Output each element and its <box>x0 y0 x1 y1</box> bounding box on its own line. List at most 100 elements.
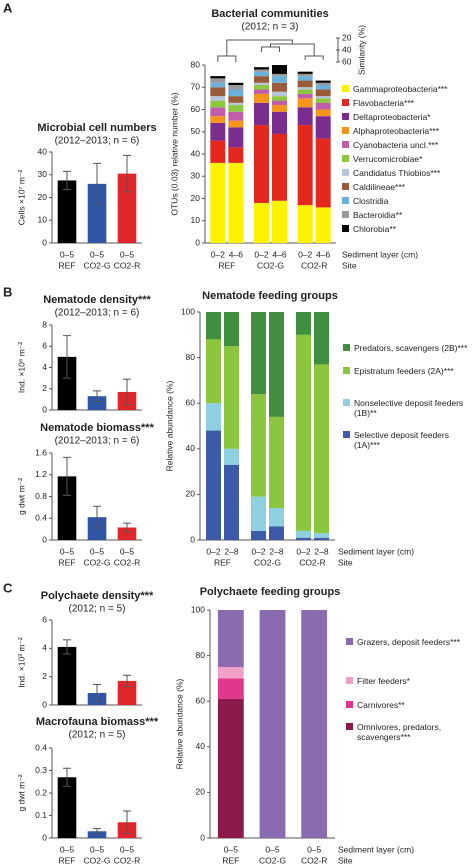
error-bar <box>123 674 131 688</box>
legend-swatch <box>342 155 349 162</box>
bar-segment <box>297 73 313 77</box>
y-tick-label: 0 <box>42 237 47 247</box>
y-tick-label: 0 <box>42 534 47 544</box>
bar-segment <box>272 73 287 77</box>
x-tick-label: 0–5 <box>224 844 238 854</box>
x-tick-label: 0–5 <box>307 844 321 854</box>
chart-title: Nematode feeding groups <box>202 290 338 302</box>
x-axis-label: Sediment layer (cm) <box>338 546 414 556</box>
x-tick-label: 0–5 <box>265 844 279 854</box>
group-label: CO2-R <box>114 557 140 567</box>
legend-label: Flavobacteria*** <box>353 98 414 108</box>
chart-subtitle: (2012; n = 5) <box>69 604 126 615</box>
y-tick-label: 2 <box>42 671 47 681</box>
bar-segment <box>297 89 313 94</box>
legend-label: Grazers, deposit feeders*** <box>357 637 460 647</box>
y-tick-label: 4 <box>42 362 47 372</box>
bar-segment <box>272 65 287 74</box>
x-tick-label: 0–5 <box>90 546 104 556</box>
x-tick-label: 0–2 <box>211 249 225 259</box>
legend-swatch <box>342 85 349 92</box>
bar-segment <box>228 105 244 112</box>
bar-segment <box>315 116 331 139</box>
chart-title: Polychaete feeding groups <box>200 586 341 598</box>
bar-segment <box>272 111 287 134</box>
y-axis-label: OTUs (0.03) relative number (%) <box>169 92 179 215</box>
bar-segment <box>272 100 287 106</box>
error-bar <box>123 810 131 834</box>
error-bar <box>93 683 101 702</box>
legend-swatch <box>342 99 349 106</box>
error-bar <box>63 335 71 379</box>
chart-subtitle: (2012–2013; n = 6) <box>55 308 140 319</box>
error-bar <box>123 154 131 193</box>
bar <box>117 527 137 540</box>
y-tick-label: 40 <box>196 741 206 751</box>
chart-title: Nematode biomass*** <box>40 422 154 434</box>
y-tick-label: 80 <box>186 352 196 362</box>
y-tick-label: 100 <box>191 604 205 614</box>
bar-segment <box>228 89 244 97</box>
x-tick-label: 0–2 <box>254 249 268 259</box>
error-bar <box>93 505 101 529</box>
legend-label-box: Caldilineae*** <box>353 182 405 192</box>
x-tick-label: 0–5 <box>90 844 104 854</box>
bar-segment <box>254 67 269 70</box>
bar-segment <box>297 125 313 206</box>
bar-segment <box>224 312 239 347</box>
bar-segment <box>314 364 329 534</box>
legend-label: Nonselective deposit feeders (1B)** <box>354 398 464 418</box>
legend-label-box: Carnivores** <box>357 700 405 710</box>
bar <box>87 831 107 838</box>
x-axis-label: Site <box>338 855 353 865</box>
bar-segment <box>301 610 328 838</box>
bar-segment <box>272 91 287 97</box>
x-tick-label: 2–8 <box>314 546 328 556</box>
bar-segment <box>254 93 269 103</box>
legend-swatch <box>342 141 349 148</box>
x-axis-label: Sediment layer (cm) <box>342 249 418 259</box>
bar-segment <box>210 116 226 123</box>
bar-segment <box>228 85 244 90</box>
dendrogram <box>217 39 324 62</box>
bar-segment <box>224 448 239 465</box>
y-axis-label: Ind. ×10⁶ m⁻² <box>16 342 26 393</box>
bar-segment <box>210 78 226 83</box>
y-tick-label: 20 <box>38 192 48 202</box>
bar-segment <box>269 416 284 509</box>
x-tick-label: 4–6 <box>229 249 243 259</box>
legend-label-box: Clostridia <box>353 196 389 206</box>
y-axis-label: Relative abundance (%) <box>174 678 184 769</box>
bar-segment <box>251 312 266 395</box>
x-axis-label: Site <box>342 260 357 270</box>
group-label: CO2-G <box>254 557 281 567</box>
group-label: REF <box>222 855 239 865</box>
legend-label: Chlorobia** <box>353 224 396 234</box>
bar <box>57 180 77 243</box>
bar-segment <box>269 508 284 527</box>
error-bar <box>63 767 71 787</box>
bar-segment <box>296 334 311 531</box>
chart-subtitle: (2012; n = 5) <box>69 730 126 741</box>
bar-segment <box>314 312 329 365</box>
bar-segment <box>210 100 226 108</box>
bar-segment <box>251 394 266 497</box>
bar-segment <box>269 526 284 540</box>
x-tick-label: 0–5 <box>120 546 134 556</box>
y-tick-label: 0 <box>42 404 47 414</box>
x-tick-label: 0–5 <box>60 249 74 259</box>
legend-label: Bacteroidia** <box>353 210 403 220</box>
x-tick-label: 0–2 <box>298 249 312 259</box>
bar-segment <box>297 71 313 74</box>
legend-label: Clostridia <box>353 196 389 206</box>
y-tick-label: 6 <box>42 614 47 624</box>
legend-label-box: Nonselective deposit feeders (1B)** <box>354 398 464 418</box>
error-bar <box>93 390 101 402</box>
bar-segment <box>254 76 269 83</box>
bar-segment <box>210 140 226 163</box>
legend-label: Deltaproteobacteria* <box>353 112 431 122</box>
y-axis-label: g dwt m⁻² <box>16 478 26 515</box>
bar-segment <box>228 111 244 121</box>
legend-swatch <box>346 723 353 730</box>
group-label: CO2-R <box>301 260 327 270</box>
